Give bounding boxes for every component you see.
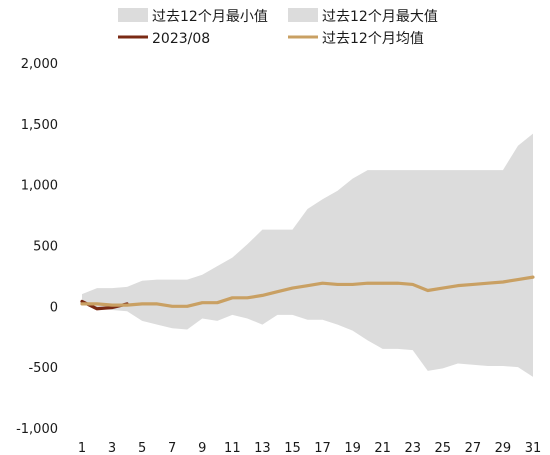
current-month-point bbox=[80, 300, 84, 303]
x-tick-label: 1 bbox=[78, 441, 86, 455]
legend-swatch bbox=[118, 8, 148, 22]
legend-label: 过去12个月最小值 bbox=[152, 9, 268, 25]
legend-item: 过去12个月最大值 bbox=[288, 8, 438, 25]
x-tick-label: 17 bbox=[314, 441, 331, 455]
legend-item: 过去12个月最小值 bbox=[118, 8, 268, 25]
y-tick-label: -1,000 bbox=[16, 422, 58, 437]
min-max-band bbox=[82, 133, 533, 377]
legend: 过去12个月最小值 过去12个月最大值 2023/08 过去12个月均值 bbox=[118, 8, 438, 47]
mean-point bbox=[80, 302, 84, 306]
y-tick-label: 500 bbox=[33, 240, 58, 255]
legend-item: 2023/08 bbox=[118, 31, 210, 47]
mean-point bbox=[411, 283, 414, 286]
current-month-point bbox=[110, 306, 114, 309]
y-tick-label: 1,000 bbox=[21, 179, 58, 194]
y-tick-label: 0 bbox=[50, 300, 58, 315]
y-tick-label: -500 bbox=[28, 361, 58, 376]
x-tick-label: 11 bbox=[224, 441, 241, 455]
mean-point bbox=[306, 284, 309, 287]
mean-point bbox=[396, 282, 399, 285]
mean-point bbox=[171, 305, 174, 308]
mean-point bbox=[321, 282, 324, 285]
mean-point bbox=[456, 284, 460, 287]
mean-point bbox=[486, 282, 490, 285]
mean-point bbox=[95, 302, 99, 306]
x-tick-label: 21 bbox=[374, 441, 391, 455]
mean-point bbox=[276, 290, 279, 293]
mean-point bbox=[426, 289, 429, 292]
mean-point bbox=[336, 283, 339, 286]
legend-label: 2023/08 bbox=[152, 31, 210, 47]
mean-point bbox=[381, 282, 384, 285]
legend-label: 过去12个月最大值 bbox=[322, 9, 438, 25]
mean-point bbox=[140, 302, 144, 306]
current-month-point bbox=[95, 307, 99, 310]
mean-point bbox=[441, 286, 444, 290]
mean-point bbox=[246, 296, 249, 300]
x-tick-label: 29 bbox=[495, 441, 512, 455]
x-axis: 1 3 5 7 9 11 13 15 17 19 21 23 25 27 29 31 bbox=[78, 441, 541, 455]
mean-point bbox=[216, 301, 219, 304]
mean-point bbox=[155, 302, 159, 306]
mean-point bbox=[110, 303, 114, 307]
y-axis: 2,000 1,500 1,000 500 0 -500 -1,000 bbox=[16, 57, 58, 437]
x-tick-label: 15 bbox=[284, 441, 301, 455]
legend-swatch bbox=[288, 8, 318, 22]
mean-point bbox=[501, 280, 505, 284]
mean-point bbox=[201, 301, 204, 304]
x-tick-label: 19 bbox=[344, 441, 361, 455]
mean-point bbox=[531, 275, 535, 279]
x-tick-label: 9 bbox=[198, 441, 206, 455]
x-tick-label: 3 bbox=[108, 441, 116, 455]
mean-point bbox=[351, 283, 354, 286]
x-tick-label: 27 bbox=[465, 441, 482, 455]
mean-point bbox=[291, 286, 294, 290]
y-tick-label: 2,000 bbox=[21, 57, 58, 72]
x-tick-label: 5 bbox=[138, 441, 146, 455]
x-tick-label: 7 bbox=[168, 441, 176, 455]
y-tick-label: 1,500 bbox=[21, 118, 58, 133]
x-tick-label: 25 bbox=[435, 441, 452, 455]
mean-point bbox=[231, 296, 234, 300]
legend-item: 过去12个月均值 bbox=[288, 31, 424, 47]
legend-label: 过去12个月均值 bbox=[322, 31, 424, 47]
plot-area bbox=[80, 133, 535, 377]
x-tick-label: 13 bbox=[254, 441, 271, 455]
mean-point bbox=[125, 303, 129, 307]
mean-point bbox=[516, 278, 520, 281]
mean-point bbox=[261, 294, 264, 297]
x-tick-label: 23 bbox=[404, 441, 421, 455]
mean-point bbox=[366, 282, 369, 285]
mean-point bbox=[186, 305, 189, 308]
mean-point bbox=[471, 283, 475, 286]
x-tick-label: 31 bbox=[525, 441, 542, 455]
